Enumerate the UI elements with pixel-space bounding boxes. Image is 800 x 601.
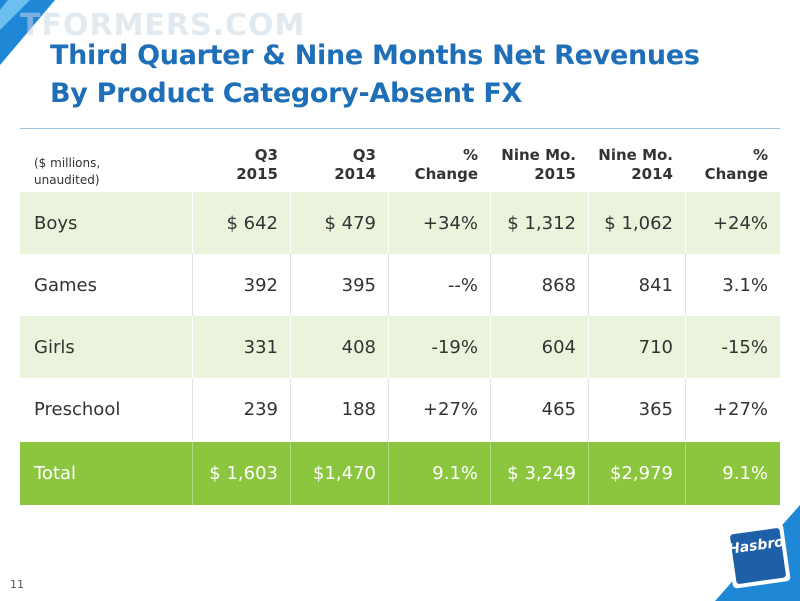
header-cell: Q3 2015 (192, 146, 290, 184)
table-cell: 188 (290, 378, 388, 440)
table-cell: +27% (388, 378, 490, 440)
header-cell: ($ millions, unaudited) (20, 155, 192, 189)
total-cell: $ 1,603 (192, 442, 290, 505)
table-cell: -15% (685, 316, 780, 378)
table-cell: 239 (192, 378, 290, 440)
header-line: Change (704, 165, 768, 183)
header-line: ($ millions, (34, 156, 101, 170)
rule (20, 128, 780, 129)
table-cell: 868 (490, 254, 588, 316)
table-cell: 841 (588, 254, 685, 316)
table-cell: 392 (192, 254, 290, 316)
table-cell: $ 642 (192, 192, 290, 254)
logo (715, 505, 800, 601)
table-cell: Games (34, 274, 97, 296)
header-line: Q3 (254, 146, 278, 164)
header-line: Nine Mo. (598, 146, 673, 164)
header-line: 2015 (236, 165, 278, 183)
title-line: Third Quarter & Nine Months Net Revenues (50, 40, 700, 71)
table-cell: 365 (588, 378, 685, 440)
table-cell: 3.1% (685, 254, 780, 316)
table-cell: -19% (388, 316, 490, 378)
header-line: Change (414, 165, 478, 183)
total-cell: $2,979 (588, 442, 685, 505)
header-cell: % Change (685, 146, 780, 184)
header-line: % (752, 146, 768, 164)
header-line: unaudited) (34, 173, 100, 187)
header-line: Q3 (352, 146, 376, 164)
table-cell: +27% (685, 378, 780, 440)
table-cell: +24% (685, 192, 780, 254)
page-number: 11 (10, 578, 24, 591)
table-cell: $ 1,062 (588, 192, 685, 254)
title-line: By Product Category-Absent FX (50, 78, 523, 109)
total-cell: 9.1% (685, 442, 780, 505)
watermark: TFORMERS.COM (20, 8, 306, 43)
header-line: 2014 (334, 165, 376, 183)
row-bg (20, 254, 780, 316)
corner-decoration (0, 0, 55, 65)
table-cell: 395 (290, 254, 388, 316)
table-cell: --% (388, 254, 490, 316)
header-line: 2014 (631, 165, 673, 183)
total-cell: Total (34, 463, 77, 484)
table-cell: 408 (290, 316, 388, 378)
table-cell: $ 1,312 (490, 192, 588, 254)
header-cell: % Change (388, 146, 490, 184)
total-bg (20, 442, 780, 505)
row-bg (20, 192, 780, 254)
row-bg (20, 378, 780, 440)
header-line: % (462, 146, 478, 164)
header-line: Nine Mo. (501, 146, 576, 164)
table-cell: 331 (192, 316, 290, 378)
table-cell: Boys (34, 212, 78, 234)
table-cell: 465 (490, 378, 588, 440)
table-cell: Preschool (34, 398, 121, 420)
header-line: 2015 (534, 165, 576, 183)
table-cell: 710 (588, 316, 685, 378)
header-cell: Nine Mo. 2014 (588, 146, 685, 184)
header-cell: Nine Mo. 2015 (490, 146, 588, 184)
header-cell: Q3 2014 (290, 146, 388, 184)
table-cell: 604 (490, 316, 588, 378)
total-cell: 9.1% (388, 442, 490, 505)
row-bg (20, 316, 780, 378)
total-cell: $1,470 (290, 442, 388, 505)
table-cell: +34% (388, 192, 490, 254)
table-cell: $ 479 (290, 192, 388, 254)
table-cell: Girls (34, 336, 75, 358)
total-cell: $ 3,249 (490, 442, 588, 505)
